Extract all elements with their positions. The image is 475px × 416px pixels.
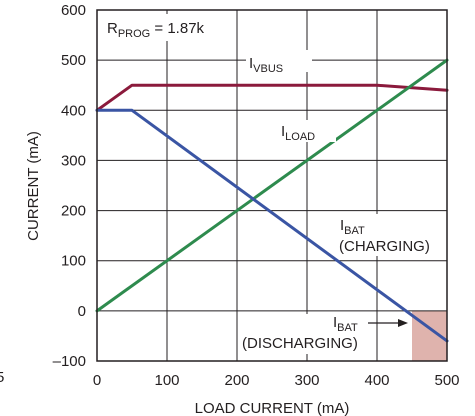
series-line-i-vbus [95, 83, 449, 112]
load-label-bg [278, 120, 336, 142]
x-tick-label: 500 [434, 372, 459, 389]
x-tick-label: 0 [93, 372, 101, 389]
series-layer [95, 58, 449, 343]
vbus-label-bg [246, 50, 312, 72]
y-tick-label: 500 [61, 52, 86, 69]
edge-fragment: 5 [0, 369, 4, 386]
series-line-i-bat [95, 108, 449, 343]
bat-charging-label: IBAT [340, 217, 365, 237]
load-label: ILOAD [281, 123, 315, 143]
x-tick-labels: 0 100 200 300 400 500 [93, 372, 460, 389]
bat-charging-label-line2: (CHARGING) [339, 238, 430, 255]
y-tick-label: 200 [61, 203, 86, 220]
x-tick-label: 200 [224, 372, 249, 389]
discharging-arrow-head [398, 319, 408, 327]
y-tick-label: 600 [61, 2, 86, 19]
bat-charging-label-bg [336, 214, 434, 256]
bat-discharging-label-line2: (DISCHARGING) [242, 335, 358, 352]
y-tick-label: –100 [53, 353, 86, 370]
y-tick-label: 100 [61, 253, 86, 270]
y-tick-labels: –100 0 100 200 300 400 500 600 [53, 2, 86, 370]
vbus-label: IVBUS [249, 55, 283, 75]
y-tick-label: 300 [61, 152, 86, 169]
y-tick-label: 0 [78, 303, 86, 320]
x-axis-title: LOAD CURRENT (mA) [195, 400, 350, 416]
x-tick-label: 300 [294, 372, 319, 389]
y-axis-title: CURRENT (mA) [25, 131, 42, 241]
series-line-i-load [95, 58, 449, 313]
bat-discharging-label: IBAT [333, 314, 358, 334]
plot-frame [96, 9, 448, 362]
bat-discharging-label-bg [238, 314, 366, 354]
legend-box [102, 14, 222, 41]
x-tick-label: 400 [364, 372, 389, 389]
y-tick-label: 400 [61, 102, 86, 119]
legend-text: RPROG = 1.87k [107, 20, 205, 40]
x-tick-label: 100 [154, 372, 179, 389]
